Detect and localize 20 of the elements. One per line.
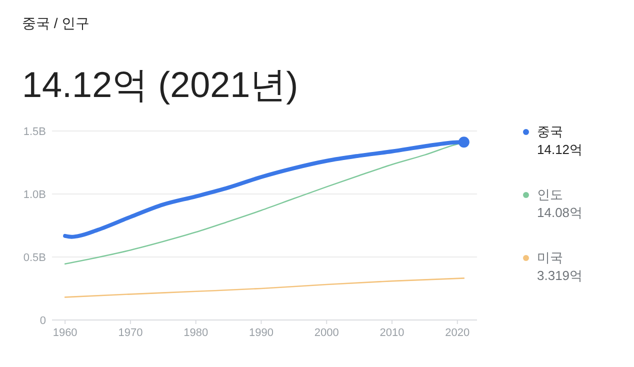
y-tick-label: 1.5B (23, 126, 46, 138)
legend-label: 인도 (537, 187, 563, 202)
x-tick-label: 1960 (52, 327, 78, 339)
y-tick-label: 1.0B (23, 189, 46, 201)
legend-label: 중국 (537, 124, 563, 139)
x-tick-label: 2010 (380, 327, 404, 339)
x-tick-label: 2020 (445, 327, 470, 339)
y-tick-label: 0 (40, 315, 46, 327)
legend-label: 미국 (537, 250, 563, 265)
x-tick-label: 1990 (248, 327, 274, 339)
chart-subtitle: 중국 / 인구 (22, 15, 90, 31)
text: 14.12억 (537, 142, 583, 157)
x-tick-label: 1980 (184, 327, 208, 339)
x-tick-label: 2000 (314, 327, 339, 339)
chart-title: 14.12억 (2021년) (22, 64, 298, 105)
text: 3.319억 (537, 268, 583, 283)
line-series (64, 278, 465, 298)
y-tick-label: 0.5B (23, 252, 46, 264)
text: 14.08억 (537, 205, 583, 220)
x-tick-label: 1970 (118, 327, 143, 339)
